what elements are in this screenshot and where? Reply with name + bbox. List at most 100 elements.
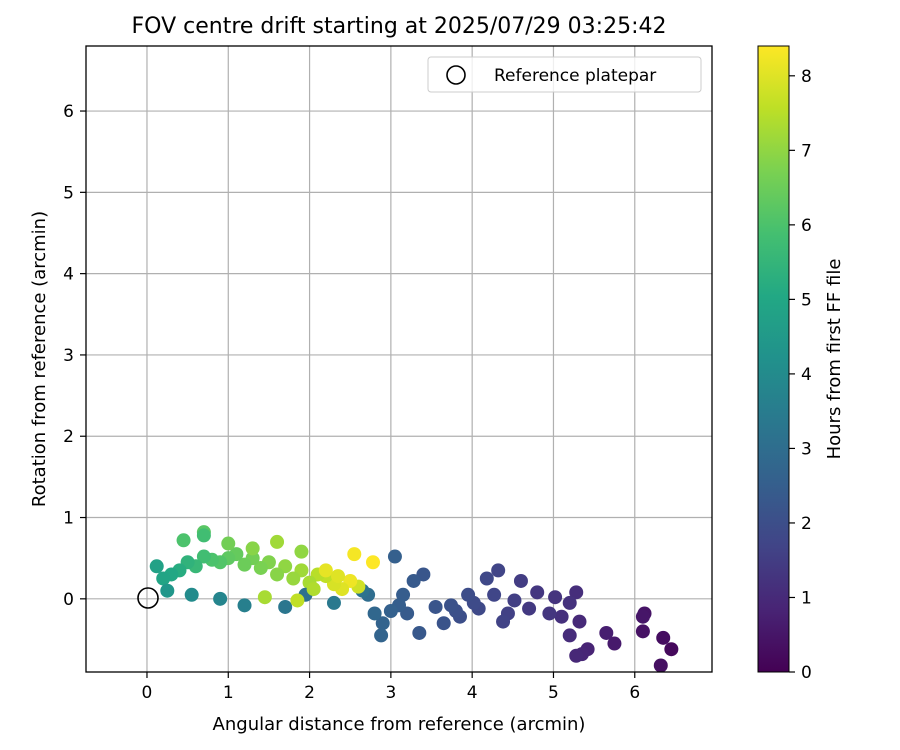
y-tick-label: 2 [63, 427, 74, 447]
colorbar-tick-label: 4 [801, 365, 812, 385]
data-point [374, 628, 389, 643]
data-point [562, 595, 577, 610]
data-point [176, 533, 191, 548]
x-axis-label: Angular distance from reference (arcmin) [213, 714, 586, 735]
colorbar-tick-label: 6 [801, 216, 812, 236]
reference-platepar-marker [137, 587, 159, 609]
data-point [160, 583, 175, 598]
data-point [383, 604, 398, 619]
colorbar-tick-label: 5 [801, 290, 812, 310]
data-point [237, 557, 252, 572]
data-point [196, 549, 211, 564]
data-point [286, 571, 301, 586]
colorbar-tick-label: 1 [801, 588, 812, 608]
y-tick-label: 3 [63, 346, 74, 366]
y-axis-label: Rotation from reference (arcmin) [29, 211, 50, 507]
data-point [253, 560, 268, 575]
colorbar-tick-label: 7 [801, 141, 812, 161]
colorbar-label: Hours from first FF file [824, 259, 845, 460]
data-point [496, 614, 511, 629]
data-point [213, 591, 228, 606]
data-point [461, 587, 476, 602]
data-point [487, 587, 502, 602]
x-axis-ticks: 0 1 2 3 4 5 6 [142, 672, 640, 703]
data-point [294, 544, 309, 559]
data-point [436, 616, 451, 631]
data-point [290, 593, 305, 608]
data-point [331, 569, 346, 584]
legend-box [427, 56, 702, 93]
colorbar-tick-label: 2 [801, 514, 812, 534]
data-point [306, 582, 321, 597]
data-point [237, 598, 252, 613]
data-point [599, 625, 614, 640]
y-tick-label: 1 [63, 509, 74, 529]
chart-title: FOV centre drift starting at 2025/07/29 … [132, 14, 667, 39]
data-point [326, 595, 341, 610]
data-point [513, 573, 528, 588]
data-point [406, 573, 421, 588]
data-point [221, 536, 236, 551]
data-point [530, 585, 545, 600]
data-point [270, 567, 285, 582]
data-point [653, 658, 668, 672]
data-point [257, 590, 272, 605]
data-point [562, 628, 577, 643]
data-point [522, 601, 537, 616]
data-point [569, 585, 584, 600]
x-tick-label: 3 [385, 683, 396, 703]
data-point [270, 534, 285, 549]
data-point [569, 648, 584, 663]
y-tick-label: 4 [63, 265, 74, 285]
y-tick-label: 0 [63, 590, 74, 610]
colorbar-ticks: 0 1 2 3 4 5 6 7 8 [789, 67, 812, 683]
legend: Reference platepar [427, 56, 702, 93]
data-point [635, 624, 650, 639]
data-point [318, 563, 333, 578]
data-point [412, 625, 427, 640]
grid [86, 46, 712, 672]
x-tick-label: 4 [467, 683, 478, 703]
data-point [367, 606, 382, 621]
colorbar-tick-label: 8 [801, 67, 812, 87]
data-point [347, 547, 362, 562]
data-point [184, 587, 199, 602]
y-tick-label: 6 [63, 102, 74, 122]
data-point [245, 541, 260, 556]
scatter-points [149, 525, 679, 672]
data-point [572, 614, 587, 629]
data-point [396, 587, 411, 602]
data-point [554, 609, 569, 624]
data-point [278, 599, 293, 614]
data-point [365, 555, 380, 570]
data-point [444, 598, 459, 613]
x-tick-label: 0 [142, 683, 153, 703]
colorbar-gradient [757, 45, 790, 673]
data-point [491, 563, 506, 578]
x-tick-label: 1 [223, 683, 234, 703]
data-point [156, 571, 171, 586]
data-point [375, 616, 390, 631]
colorbar: 0 1 2 3 4 5 6 7 8 Hours from first FF file [757, 45, 845, 683]
data-point [542, 606, 557, 621]
plot-frame [85, 45, 713, 673]
y-tick-label: 5 [63, 183, 74, 203]
data-point [507, 593, 522, 608]
data-point [149, 559, 164, 574]
data-point [607, 636, 622, 651]
y-axis-ticks: 0 1 2 3 4 5 6 [63, 102, 86, 610]
colorbar-tick-label: 3 [801, 439, 812, 459]
data-point [196, 528, 211, 543]
data-point [428, 599, 443, 614]
x-tick-label: 5 [548, 683, 559, 703]
legend-reference-marker [446, 65, 466, 85]
x-tick-label: 2 [304, 683, 315, 703]
data-point [635, 609, 650, 624]
data-point [656, 630, 671, 645]
data-point [548, 590, 563, 605]
colorbar-tick-label: 0 [801, 663, 812, 683]
data-point [387, 549, 402, 564]
x-tick-label: 6 [629, 683, 640, 703]
data-point [664, 642, 679, 657]
